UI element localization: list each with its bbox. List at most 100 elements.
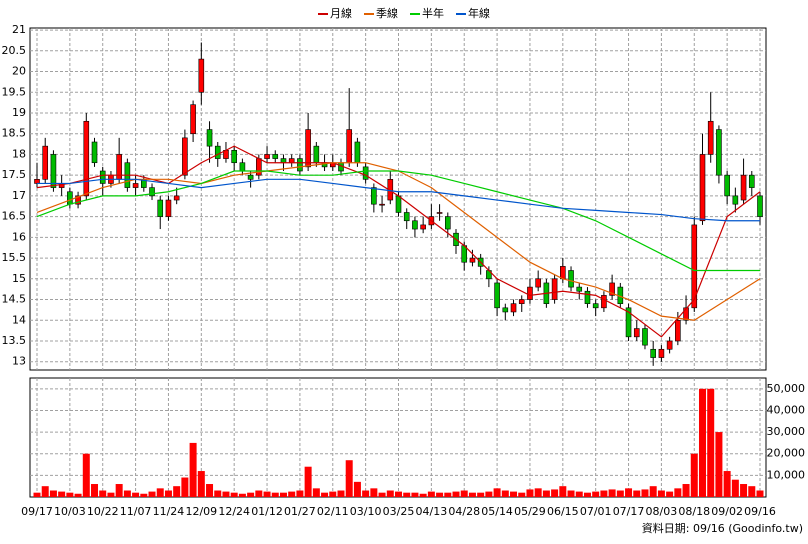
- volume-bar: [378, 492, 386, 497]
- volume-bar: [419, 493, 427, 497]
- volume-bar: [608, 489, 616, 497]
- volume-bar: [501, 490, 509, 497]
- volume-bar: [411, 492, 419, 497]
- candle-body: [198, 58, 205, 93]
- candle-body: [42, 145, 49, 180]
- candle-body: [592, 303, 599, 309]
- volume-bar: [296, 490, 304, 497]
- candle-body: [732, 195, 739, 205]
- candle-body: [584, 290, 591, 304]
- y-tick-label: 18: [12, 147, 26, 160]
- volume-bar: [58, 491, 66, 497]
- y-tick-label: 18.5: [2, 127, 27, 140]
- candle-body: [469, 257, 476, 263]
- x-tick-label: 08/18: [678, 505, 710, 518]
- candle-body: [371, 187, 377, 205]
- x-tick-label: 09/02: [711, 505, 743, 518]
- volume-bar: [247, 492, 255, 497]
- volume-bar: [625, 488, 633, 497]
- volume-bar: [140, 493, 148, 497]
- y-tick-label: 17: [12, 189, 26, 202]
- x-tick-label: 06/15: [547, 505, 579, 518]
- candle-body: [149, 187, 155, 197]
- legend-label: 月線: [330, 6, 352, 20]
- volume-bar: [337, 490, 345, 497]
- candle-body: [362, 166, 369, 180]
- volume-bar: [164, 490, 172, 497]
- volume-bar: [485, 491, 493, 497]
- volume-panel: [29, 377, 767, 498]
- volume-bar: [74, 493, 82, 497]
- volume-bar: [616, 490, 624, 497]
- volume-bar: [575, 491, 583, 497]
- candle-body: [699, 154, 706, 222]
- candle-body: [724, 174, 730, 197]
- y-tick-label: 19.5: [2, 85, 27, 98]
- candle-body: [658, 348, 665, 358]
- x-tick-label: 07/17: [613, 505, 645, 518]
- y2-tick-label: 30,000: [767, 425, 806, 438]
- volume-bar: [756, 490, 764, 497]
- candle-body: [650, 348, 656, 358]
- candle-body: [707, 120, 714, 155]
- candle-body: [748, 174, 755, 188]
- candle-body: [190, 104, 196, 135]
- volume-bar: [748, 486, 756, 497]
- volume-bar: [288, 491, 296, 497]
- volume-bar: [682, 484, 690, 497]
- candle-body: [691, 224, 698, 309]
- x-tick-label: 01/27: [284, 505, 316, 518]
- candle-body: [551, 278, 558, 300]
- y2-tick-label: 20,000: [767, 447, 806, 460]
- y2-tick-label: 40,000: [767, 403, 806, 416]
- volume-bar: [148, 491, 156, 497]
- volume-bar: [427, 491, 435, 497]
- volume-bar: [690, 453, 698, 497]
- candle-body: [666, 340, 673, 350]
- volume-bar: [715, 432, 723, 497]
- candle-body: [757, 195, 763, 217]
- volume-bar: [600, 490, 608, 497]
- volume-bar: [222, 491, 230, 497]
- y-tick-label: 13: [12, 355, 26, 368]
- candle-body: [576, 286, 583, 292]
- volume-bar: [386, 490, 394, 497]
- volume-bar: [279, 492, 287, 497]
- volume-bar: [238, 493, 246, 497]
- candle-body: [354, 141, 361, 164]
- candle-body: [75, 195, 81, 205]
- volume-bar: [353, 481, 361, 497]
- candle-body: [173, 195, 180, 201]
- candle-body: [379, 203, 385, 206]
- volume-bar: [82, 453, 90, 497]
- volume-bar: [526, 489, 534, 497]
- candle-body: [527, 286, 533, 300]
- volume-bar: [115, 484, 123, 497]
- volume-bar: [707, 388, 715, 497]
- volume-bar: [255, 490, 263, 497]
- moving-average: [36, 145, 761, 338]
- volume-bar: [49, 490, 57, 497]
- volume-bar: [551, 489, 559, 497]
- candle-body: [412, 220, 418, 230]
- candle-body: [272, 154, 279, 159]
- candle-body: [313, 145, 320, 164]
- candle-body: [67, 191, 73, 205]
- volume-bar: [312, 488, 320, 497]
- x-tick-label: 12/09: [185, 505, 217, 518]
- y-tick-label: 14: [12, 313, 26, 326]
- x-tick-label: 10/22: [87, 505, 119, 518]
- candle-body: [346, 129, 353, 164]
- candle-body: [601, 295, 607, 309]
- volume-bar: [189, 442, 197, 497]
- candle-body: [206, 129, 213, 147]
- x-tick-label: 07/01: [580, 505, 612, 518]
- volume-bar: [493, 488, 501, 497]
- y-tick-label: 13.5: [2, 334, 27, 347]
- y2-tick-label: 10,000: [767, 468, 806, 481]
- candle-body: [436, 212, 443, 214]
- legend-label: 半年: [422, 6, 444, 20]
- footer: 資料日期: 09/16 (Goodinfo.tw): [642, 521, 803, 535]
- candle-body: [642, 328, 648, 346]
